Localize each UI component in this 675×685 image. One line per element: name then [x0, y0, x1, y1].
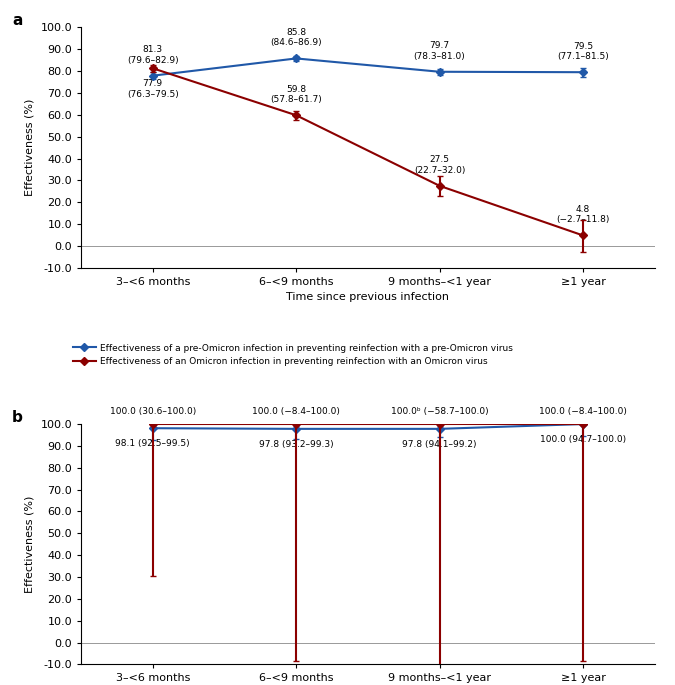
Text: 97.8 (93.2–99.3): 97.8 (93.2–99.3) — [259, 440, 333, 449]
Text: 79.5
(77.1–81.5): 79.5 (77.1–81.5) — [557, 42, 609, 61]
Y-axis label: Effectiveness (%): Effectiveness (%) — [25, 99, 35, 197]
Text: 4.8
(−2.7–11.8): 4.8 (−2.7–11.8) — [556, 205, 610, 225]
Text: 27.5
(22.7–32.0): 27.5 (22.7–32.0) — [414, 155, 465, 175]
Text: 59.8
(57.8–61.7): 59.8 (57.8–61.7) — [270, 85, 322, 104]
X-axis label: Time since previous infection: Time since previous infection — [286, 292, 450, 302]
Text: 79.7
(78.3–81.0): 79.7 (78.3–81.0) — [414, 41, 466, 61]
Text: 100.0 (−8.4–100.0): 100.0 (−8.4–100.0) — [539, 407, 627, 416]
Legend: Effectiveness of a pre-Omicron infection in preventing reinfection with a pre-Om: Effectiveness of a pre-Omicron infection… — [70, 340, 516, 370]
Text: b: b — [12, 410, 23, 425]
Text: 97.8 (94.1–99.2): 97.8 (94.1–99.2) — [402, 440, 477, 449]
Text: 100.0 (94.7–100.0): 100.0 (94.7–100.0) — [540, 435, 626, 444]
Text: 100.0 (30.6–100.0): 100.0 (30.6–100.0) — [109, 407, 196, 416]
Text: 100.0 (−8.4–100.0): 100.0 (−8.4–100.0) — [252, 407, 340, 416]
Text: 85.8
(84.6–86.9): 85.8 (84.6–86.9) — [271, 28, 322, 47]
Text: a: a — [12, 13, 22, 28]
Text: 98.1 (92.5–99.5): 98.1 (92.5–99.5) — [115, 439, 190, 448]
Y-axis label: Effectiveness (%): Effectiveness (%) — [25, 495, 35, 593]
Text: 81.3
(79.6–82.9): 81.3 (79.6–82.9) — [127, 45, 178, 64]
Text: 100.0ᵇ (−58.7–100.0): 100.0ᵇ (−58.7–100.0) — [391, 407, 489, 416]
Text: 77.9
(76.3–79.5): 77.9 (76.3–79.5) — [127, 79, 179, 99]
